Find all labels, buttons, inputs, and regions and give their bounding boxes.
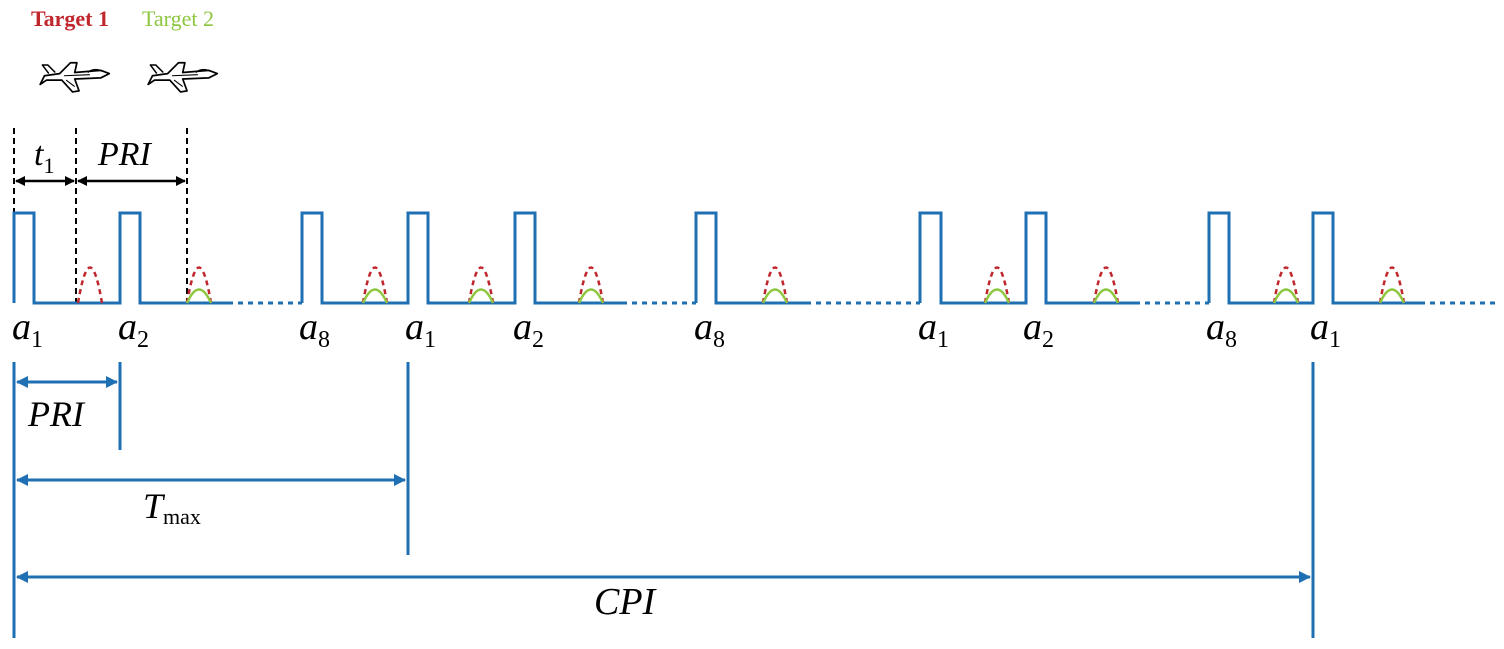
cpi-label: CPI [594, 581, 658, 623]
pulse-label: a8 [1206, 306, 1237, 353]
pulse-label: a2 [1023, 306, 1054, 353]
interval-markers [12, 362, 1315, 638]
tmax-label: Tmax [143, 486, 201, 529]
legend-target-1: Target 1 [31, 6, 109, 31]
pulse-label: a1 [918, 306, 949, 353]
time-reference-lines [13, 128, 188, 303]
pulse-label: a2 [118, 306, 149, 353]
target-1-echoes [76, 266, 1406, 304]
pri-label: PRI [27, 394, 86, 434]
legend-target-2: Target 2 [142, 6, 214, 31]
target-2-echoes [185, 288, 1406, 304]
pulse-label: a1 [1310, 306, 1341, 353]
pulse-label: a8 [299, 306, 330, 353]
pulse-label: a1 [405, 306, 436, 353]
jet-aircraft-icon [147, 61, 219, 93]
t1-label: t1 [34, 136, 54, 178]
pulse-train [12, 211, 1420, 305]
pulse-label: a8 [694, 306, 725, 353]
pulse-label: a2 [513, 306, 544, 353]
jet-aircraft-icon [39, 61, 111, 93]
pri-top-label: PRI [97, 136, 153, 173]
pulse-label: a1 [12, 306, 43, 353]
